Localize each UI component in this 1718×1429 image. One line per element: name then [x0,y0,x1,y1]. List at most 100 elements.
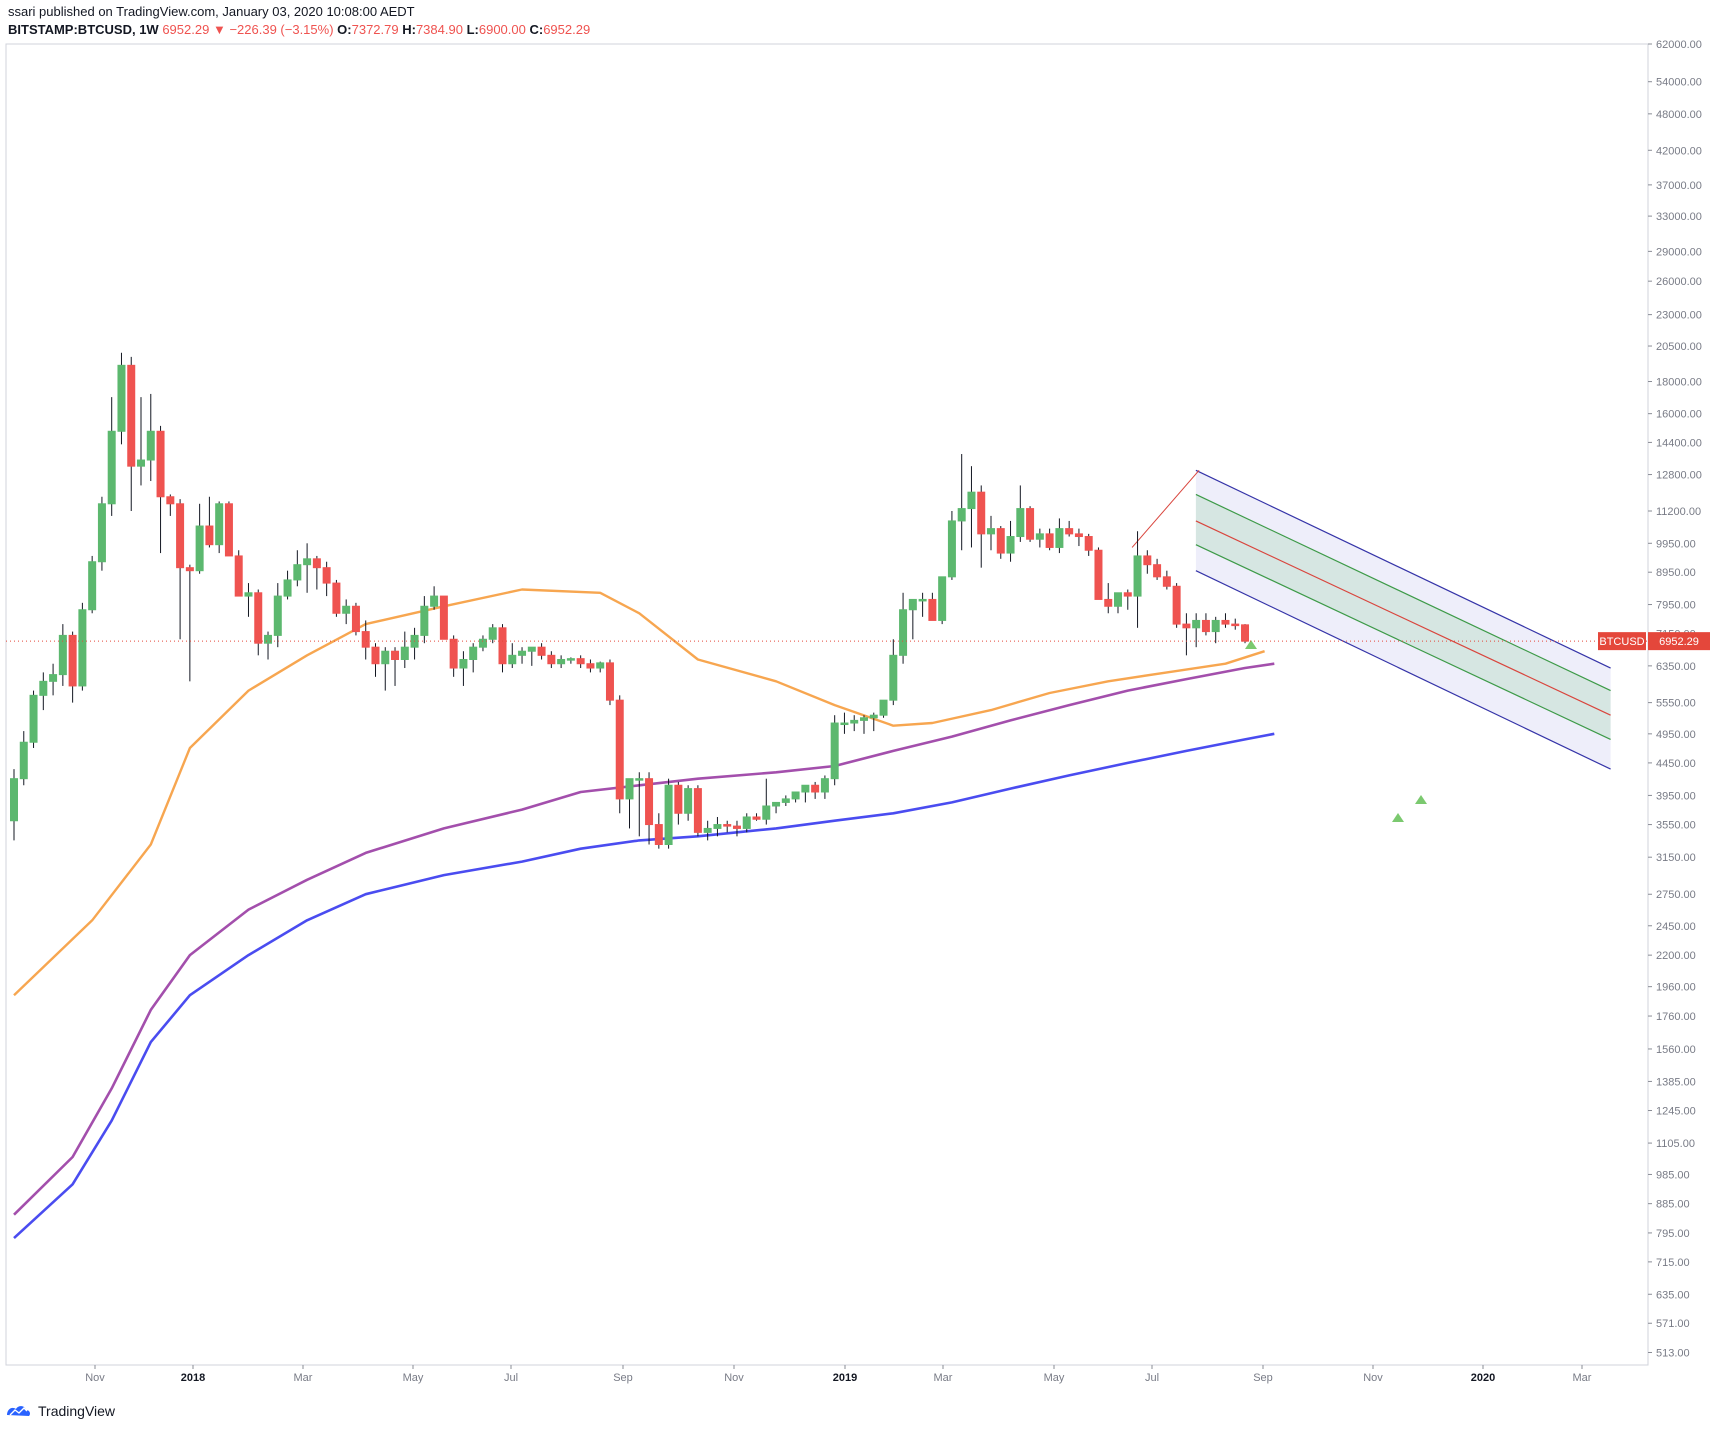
candle-body [498,627,507,665]
y-tick-label: 37000.00 [1656,180,1702,192]
candle-body [742,816,751,829]
candle-body [781,798,790,803]
candle-body [723,824,732,827]
candle-body [537,646,546,656]
y-tick-label: 2450.00 [1656,921,1696,933]
x-tick-label: Sep [613,1372,633,1384]
chart-area[interactable]: 62000.00 54000.00 48000.00 42000.00 37000.00… [0,39,1718,1400]
candle-body [674,784,683,814]
candle-body [684,788,693,814]
y-tick-label: 33000.00 [1656,211,1702,223]
candle-body [1084,536,1093,551]
candle-body [371,646,380,665]
candle-body [449,638,458,669]
candle-body [469,646,478,660]
signal-triangle-icon [1415,795,1427,804]
y-tick-label: 4950.00 [1656,729,1696,741]
y-tick-label: 985.00 [1656,1169,1690,1181]
signal-triangle-icon [1245,640,1257,649]
candle-body [693,788,702,833]
channel-inner-upper-line [1195,493,1611,692]
y-tick-label: 1960.00 [1656,982,1696,994]
y-tick-label: 2750.00 [1656,889,1696,901]
change-value: −226.39 (−3.15%) [229,22,334,37]
candle-body [840,722,849,726]
candle-body [1211,619,1220,633]
x-tick-label: Mar [294,1372,313,1384]
footer: TradingView [6,1403,115,1419]
down-arrow-icon: ▼ [212,22,226,37]
y-tick-label: 635.00 [1656,1289,1690,1301]
y-tick-label: 3150.00 [1656,852,1696,864]
candle-body [1133,555,1142,597]
x-tick-label: Nov [724,1372,744,1384]
candle-body [1094,549,1103,600]
candle-body [1123,592,1132,597]
y-tick-label: 62000.00 [1656,40,1702,51]
candle-body [400,646,409,660]
candle-body [566,658,575,661]
channel-fill [1195,470,1611,770]
candle-body [752,816,761,820]
candle-body [635,778,644,781]
candle-body [605,662,614,701]
candle-body [342,605,351,614]
candle-body [615,699,624,800]
candle-body [732,825,741,829]
candle-body [1153,564,1162,578]
candle-body [947,520,956,578]
candle-body [1104,598,1113,607]
candle-body [185,567,194,572]
candle-body [918,598,927,602]
candle-body [1172,585,1181,625]
candle-body [303,558,312,566]
ma-blue-line [13,732,1275,1240]
candle-body [459,658,468,669]
y-tick-label: 26000.00 [1656,276,1702,288]
x-tick-label: Jul [504,1372,518,1384]
x-tick-label: Mar [934,1372,953,1384]
candle-body [869,714,878,719]
candle-body [762,805,771,820]
y-tick-label: 9950.00 [1656,538,1696,550]
candle-body [1162,576,1171,587]
tradingview-logo-icon [7,1406,30,1416]
candle-body [68,634,77,687]
candle-body [283,579,292,597]
channel-lower-line [1195,570,1611,770]
x-tick-label: May [403,1372,424,1384]
candle-body [625,778,634,800]
y-tick-label: 16000.00 [1656,409,1702,421]
candle-body [967,491,976,510]
candle-body [488,627,497,640]
candle-body [1143,555,1152,566]
y-tick-label: 14400.00 [1656,437,1702,449]
candle-body [596,662,605,669]
candle-body [97,503,106,563]
candle-body [1026,508,1035,540]
candle-body [146,430,155,461]
candle-body [508,654,517,665]
y-tick-label: 1105.00 [1656,1138,1695,1150]
candle-body [1241,624,1250,642]
candle-body [576,658,585,665]
x-tick-label: Nov [85,1372,105,1384]
candle-body [713,824,722,829]
x-tick-label: Jul [1145,1372,1159,1384]
price-chart[interactable]: 62000.00 54000.00 48000.00 42000.00 37000.00… [0,39,1718,1400]
candle-body [117,364,126,432]
candle-body [527,646,536,652]
ma-orange-line [13,588,1265,997]
y-tick-label: 23000.00 [1656,310,1702,322]
symbol-tag: BTCUSD [1599,636,1644,648]
symbol-tag-bg [1598,632,1646,651]
candle-body [1016,508,1025,538]
candle-body [801,784,810,793]
candle-body [391,650,400,660]
y-tick-label: 513.00 [1656,1347,1690,1359]
candle-body [1006,536,1015,554]
x-tick-label: May [1044,1372,1065,1384]
pitchfork-handle [1131,470,1200,548]
candle-body [586,663,595,669]
candle-body [850,719,859,724]
